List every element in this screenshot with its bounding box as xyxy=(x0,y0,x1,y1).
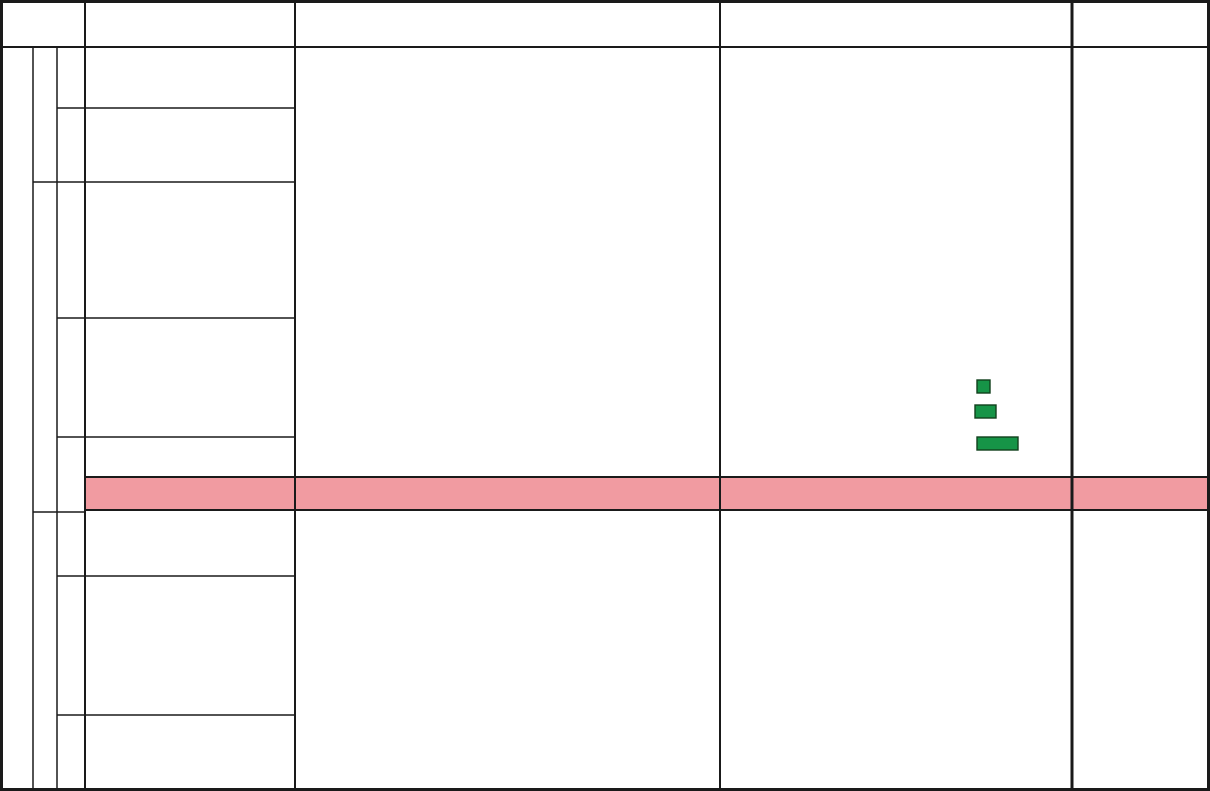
genera-legend xyxy=(974,379,1019,451)
legend-swatch-lt10 xyxy=(976,379,991,394)
legend-swatch-gt100 xyxy=(976,436,1019,451)
global-coal-gap-band xyxy=(84,476,1209,511)
legend-swatch-10-100 xyxy=(974,404,997,419)
